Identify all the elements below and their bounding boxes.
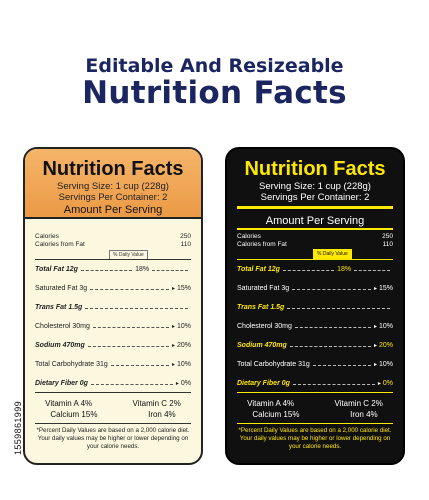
calcium: Calcium 15% <box>252 410 300 419</box>
servings-per-container: Servings Per Container: 2 <box>58 192 168 203</box>
calcium: Calcium 15% <box>50 410 98 419</box>
nutrient-row: Dietary Fiber 0g ▸ 0% <box>237 379 393 387</box>
amount-per-serving: Amount Per Serving <box>265 215 365 227</box>
vitamins-row: Vitamin A 4% Vitamin C 2% <box>25 399 201 408</box>
vitamin-a: Vitamin A 4% <box>247 399 295 408</box>
headline-editable: Editable And Resizeable <box>85 55 344 77</box>
vitamin-a: Vitamin A 4% <box>45 399 93 408</box>
calories-value: 250 <box>382 233 393 240</box>
vitamin-c: Vitamin C 2% <box>334 399 383 408</box>
nutrient-row: Trans Fat 1.5g <box>35 301 191 313</box>
minerals-row: Calcium 15% Iron 4% <box>227 410 403 419</box>
calories-row: Calories 250 <box>35 233 191 240</box>
headline-nutrition-facts: Nutrition Facts <box>82 75 347 111</box>
servings-per-container: Servings Per Container: 2 <box>260 192 370 203</box>
minerals-row: Calcium 15% Iron 4% <box>25 410 201 419</box>
stock-id: 1559861999 <box>13 400 23 456</box>
iron: Iron 4% <box>148 410 176 419</box>
divider <box>237 259 393 260</box>
divider <box>35 392 191 393</box>
nutrient-row: Dietary Fiber 0g ▸ 0% <box>35 379 191 387</box>
calories-label: Calories <box>35 233 59 240</box>
nutrient-row: Total Carbohydrate 31g ▸ 10% <box>237 360 393 368</box>
nutrient-row: Total Fat 12g 18% <box>35 263 191 275</box>
serving-size: Serving Size: 1 cup (228g) <box>259 181 371 192</box>
nutrition-label-dark: Nutrition Facts Serving Size: 1 cup (228… <box>225 147 405 465</box>
calories-label: Calories <box>237 233 261 240</box>
nutrient-row: Cholesterol 30mg ▸ 10% <box>35 322 191 330</box>
calories-fat-row: Calories from Fat 110 <box>237 241 393 248</box>
label-header: Nutrition Facts Serving Size: 1 cup (228… <box>227 149 403 219</box>
serving-size: Serving Size: 1 cup (228g) <box>57 181 169 192</box>
vitamins-row: Vitamin A 4% Vitamin C 2% <box>227 399 403 408</box>
iron: Iron 4% <box>350 410 378 419</box>
amount-per-serving: Amount Per Serving <box>63 204 163 216</box>
nutrient-row: Saturated Fat 3g ▸ 15% <box>237 284 393 292</box>
divider <box>35 221 191 222</box>
divider <box>237 423 393 424</box>
divider <box>237 228 393 230</box>
nutrition-label-light: Nutrition Facts Serving Size: 1 cup (228… <box>23 147 203 465</box>
calories-fat-value: 110 <box>382 241 393 248</box>
calories-fat-value: 110 <box>180 241 191 248</box>
divider <box>35 423 191 424</box>
calories-fat-label: Calories from Fat <box>35 241 85 248</box>
nutrient-row: Total Carbohydrate 31g ▸ 10% <box>35 360 191 368</box>
footnote: *Percent Daily Values are based on a 2,0… <box>36 427 190 450</box>
calories-fat-row: Calories from Fat 110 <box>35 241 191 248</box>
divider <box>237 206 393 209</box>
nutrient-row: Sodium 470mg ▸ 20% <box>35 341 191 349</box>
daily-value-label: % Daily Value <box>313 249 352 259</box>
label-title: Nutrition Facts <box>42 158 184 180</box>
nutrient-row: Sodium 470mg ▸ 20% <box>237 341 393 349</box>
nutrient-row: Total Fat 12g 18% <box>237 263 393 275</box>
label-header: Nutrition Facts Serving Size: 1 cup (228… <box>25 149 201 219</box>
divider <box>35 259 191 260</box>
divider <box>237 392 393 393</box>
calories-row: Calories 250 <box>237 233 393 240</box>
footnote: *Percent Daily Values are based on a 2,0… <box>238 427 392 450</box>
calories-fat-label: Calories from Fat <box>237 241 287 248</box>
nutrient-row: Saturated Fat 3g ▸ 15% <box>35 284 191 292</box>
calories-value: 250 <box>180 233 191 240</box>
vitamin-c: Vitamin C 2% <box>132 399 181 408</box>
nutrient-row: Trans Fat 1.5g <box>237 301 393 313</box>
nutrient-row: Cholesterol 30mg ▸ 10% <box>237 322 393 330</box>
label-title: Nutrition Facts <box>244 158 386 180</box>
